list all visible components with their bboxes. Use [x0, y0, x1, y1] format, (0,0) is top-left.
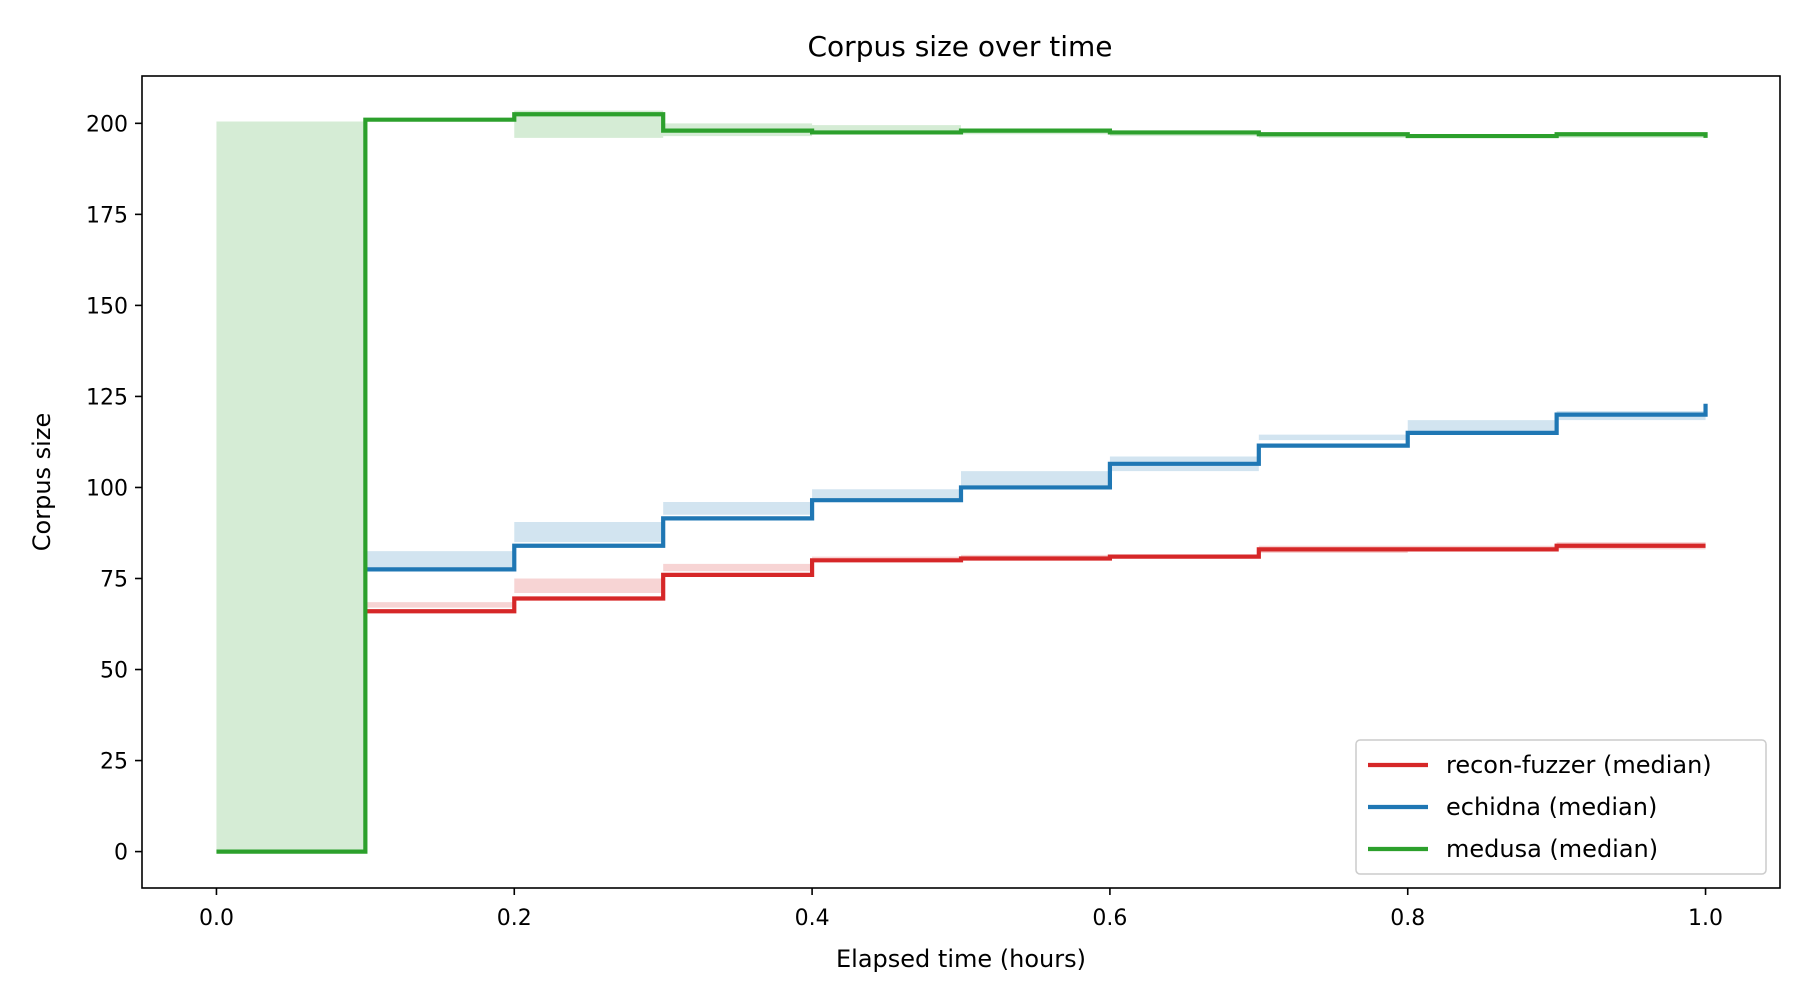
y-tick-label: 25 — [100, 750, 128, 775]
y-tick-label: 100 — [86, 476, 128, 501]
x-tick-label: 0.4 — [795, 906, 830, 931]
y-tick-label: 125 — [86, 385, 128, 410]
legend-label-0: recon-fuzzer (median) — [1446, 751, 1712, 779]
y-tick-label: 150 — [86, 294, 128, 319]
legend-label-1: echidna (median) — [1446, 793, 1657, 821]
y-axis-label: Corpus size — [28, 413, 56, 551]
x-tick-label: 1.0 — [1688, 906, 1723, 931]
y-tick-label: 50 — [100, 659, 128, 684]
series-lines — [216, 112, 1708, 854]
legend-label-2: medusa (median) — [1446, 835, 1658, 863]
y-tick-label: 75 — [100, 567, 128, 592]
x-tick-label: 0.8 — [1390, 906, 1425, 931]
series-line-0 — [365, 543, 1706, 614]
legend: recon-fuzzer (median) echidna (median) med… — [1355, 739, 1767, 875]
chart-title: Corpus size over time — [808, 30, 1113, 63]
x-tick-label: 0.2 — [497, 906, 532, 931]
x-axis-label: Elapsed time (hours) — [836, 945, 1086, 973]
y-tick-label: 0 — [114, 841, 128, 866]
y-tick-label: 175 — [86, 203, 128, 228]
x-axis-ticks: 0.0 0.2 0.4 0.6 0.8 1.0 — [199, 888, 1723, 931]
series-line-1 — [365, 403, 1708, 572]
legend-box — [1355, 739, 1767, 875]
plot-area-frame — [141, 75, 1781, 889]
y-axis-ticks: 0 25 50 75 100 125 150 175 200 — [86, 112, 142, 866]
series-line-2 — [216, 112, 1708, 854]
y-tick-label: 200 — [86, 112, 128, 137]
x-tick-label: 0.0 — [199, 906, 234, 931]
x-tick-label: 0.6 — [1092, 906, 1127, 931]
